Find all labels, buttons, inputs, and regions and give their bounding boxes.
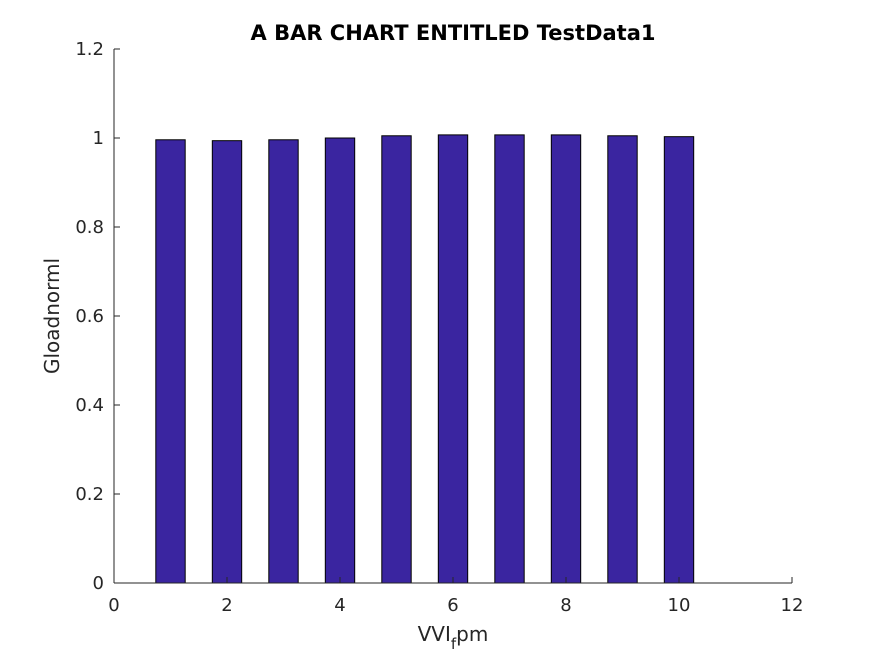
bar <box>155 139 186 584</box>
bar <box>324 137 356 584</box>
x-axis-label-subscript: f <box>451 635 457 653</box>
y-tick-label: 1.2 <box>75 39 104 60</box>
bar <box>607 135 638 584</box>
x-tick-label: 8 <box>560 595 571 616</box>
x-tick-label: 2 <box>221 595 232 616</box>
bar <box>211 140 243 584</box>
x-axis-label: VVIfpm <box>418 622 489 653</box>
x-axis-label-main: VVI <box>418 622 451 646</box>
x-ticks: 0 2 4 6 8 10 12 <box>108 577 803 616</box>
x-tick-label: 10 <box>668 595 691 616</box>
y-tick-label: 1 <box>93 128 104 149</box>
y-tick-label: 0.2 <box>75 484 104 505</box>
bar <box>494 134 525 584</box>
x-tick-label: 0 <box>108 595 119 616</box>
x-tick-label: 4 <box>334 595 345 616</box>
bar <box>437 134 469 584</box>
y-axis-label: Gloadnorml <box>40 258 64 374</box>
x-axis-label-suffix: pm <box>456 622 488 646</box>
y-tick-label: 0 <box>93 573 104 594</box>
bar <box>268 139 299 584</box>
bar <box>663 136 695 584</box>
y-ticks: 0 0.2 0.4 0.6 0.8 1 1.2 <box>75 39 120 594</box>
bar <box>381 135 412 584</box>
y-tick-label: 0.6 <box>75 306 104 327</box>
y-tick-label: 0.4 <box>75 395 104 416</box>
y-tick-label: 0.8 <box>75 217 104 238</box>
bar <box>550 134 582 584</box>
bars-layer <box>155 134 695 584</box>
x-tick-label: 6 <box>447 595 458 616</box>
chart-title: A BAR CHART ENTITLED TestData1 <box>251 21 656 45</box>
x-tick-label: 12 <box>781 595 804 616</box>
